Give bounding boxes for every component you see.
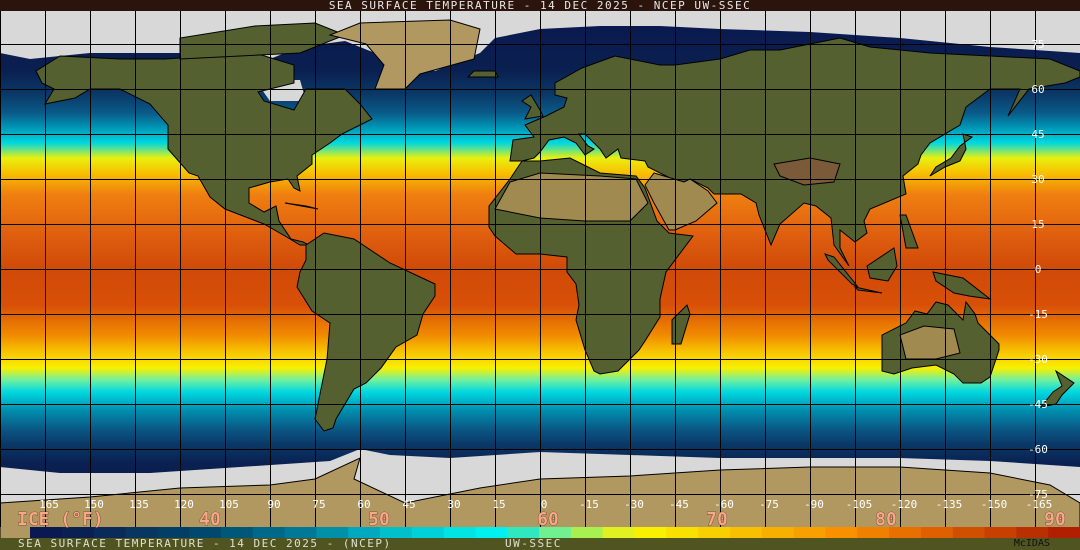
- longitude-label: 120: [174, 498, 194, 511]
- longitude-label: -75: [759, 498, 779, 511]
- legend-tick-label: 70: [706, 509, 728, 530]
- borneo: [866, 247, 898, 282]
- color-bar-segment: [634, 527, 667, 538]
- legend-tick-label: 90: [1044, 509, 1066, 530]
- latitude-label: -60: [1028, 443, 1048, 456]
- longitude-label: -135: [936, 498, 963, 511]
- latitude-label: 0: [1035, 263, 1042, 276]
- color-bar-segment: [570, 527, 604, 538]
- longitude-label: 15: [492, 498, 505, 511]
- latitude-label: -45: [1028, 398, 1048, 411]
- legend-ticks: 40 50 60 70 80 90: [199, 509, 1066, 531]
- japan: [929, 133, 974, 177]
- longitude-label: 150: [84, 498, 104, 511]
- color-bar-segment: [793, 527, 827, 538]
- longitude-label: -105: [846, 498, 873, 511]
- latitude-label: 15: [1031, 218, 1044, 231]
- color-bar-segment: [252, 527, 286, 538]
- color-bar-segment: [1016, 527, 1049, 538]
- iceland: [466, 70, 499, 78]
- legend-tick-label: 80: [875, 509, 897, 530]
- color-bar-segment: [857, 527, 890, 538]
- color-bar-segment: [475, 527, 508, 538]
- color-bar-segment: [30, 527, 63, 538]
- latitude-label: -75: [1028, 488, 1048, 501]
- legend-unit-label: ICE (°F): [17, 509, 104, 530]
- color-bar-segment: [125, 527, 158, 538]
- longitude-label: 105: [219, 498, 239, 511]
- color-bar-segment: [698, 527, 731, 538]
- footer-source: UW-SSEC: [505, 537, 562, 550]
- sahara-desert: [494, 172, 649, 222]
- color-bar-segment: [539, 527, 572, 538]
- latitude-labels: 75 60 45 30 15 0 -15 -30 -45 -60 -75: [1028, 38, 1048, 501]
- longitude-label: -150: [981, 498, 1008, 511]
- legend-tick-label: 50: [368, 509, 390, 530]
- longitude-label: -165: [1026, 498, 1053, 511]
- color-bar-segment: [220, 527, 254, 538]
- color-bar-segment: [920, 527, 954, 538]
- color-bar-segment: [889, 527, 922, 538]
- color-bar-segment: [284, 527, 317, 538]
- longitude-label: -45: [669, 498, 689, 511]
- lat-lon-grid: [0, 11, 1080, 527]
- color-bar-segment: [380, 527, 413, 538]
- latitude-label: 30: [1031, 173, 1044, 186]
- color-bar-segment: [1048, 527, 1080, 538]
- great-britain: [521, 94, 544, 120]
- philippines: [899, 214, 919, 249]
- legend-tick-label: 60: [537, 509, 559, 530]
- north-america: [35, 52, 373, 246]
- color-bar-segment: [602, 527, 636, 538]
- longitude-label: 60: [357, 498, 370, 511]
- latitude-label: 75: [1031, 38, 1044, 51]
- java: [853, 286, 883, 294]
- color-bar-segment: [93, 527, 127, 538]
- new-zealand: [1039, 369, 1075, 408]
- color-bar-segment: [666, 527, 699, 538]
- sst-map: 165 150 135 120 105 90 75 60 45 30 15 0 -15 -30 -45 -60…: [0, 11, 1080, 538]
- cuba: [284, 202, 319, 210]
- color-bar-segment: [61, 527, 95, 538]
- new-guinea: [932, 271, 992, 300]
- longitude-label: 75: [312, 498, 325, 511]
- footer-bar: SEA SURFACE TEMPERATURE - 14 DEC 2025 - …: [0, 538, 1080, 550]
- footer-software: McIDAS: [1013, 538, 1050, 549]
- color-bar-segment: [984, 527, 1017, 538]
- longitude-label: -120: [891, 498, 918, 511]
- color-bar-segment: [952, 527, 986, 538]
- color-bar-segment: [411, 527, 445, 538]
- longitude-label: -90: [804, 498, 824, 511]
- longitude-label: 30: [447, 498, 460, 511]
- color-bar-segment: [443, 527, 477, 538]
- longitude-label: 45: [402, 498, 415, 511]
- longitude-label: -15: [579, 498, 599, 511]
- latitude-label: 60: [1031, 83, 1044, 96]
- color-bar-segment: [189, 527, 222, 538]
- color-bar-segment: [157, 527, 190, 538]
- longitude-label: 90: [267, 498, 280, 511]
- color-bar-segment: [730, 527, 763, 538]
- header-title: SEA SURFACE TEMPERATURE - 14 DEC 2025 - …: [0, 0, 1080, 11]
- longitude-label: 0: [541, 498, 548, 511]
- color-bar-segment: [761, 527, 795, 538]
- longitude-label: 165: [39, 498, 59, 511]
- latitude-label: 45: [1031, 128, 1044, 141]
- eurasia: [509, 37, 1080, 267]
- latitude-label: -15: [1028, 308, 1048, 321]
- color-bar-segment: [316, 527, 349, 538]
- legend-tick-label: 40: [199, 509, 221, 530]
- color-bar-segment: [507, 527, 540, 538]
- footer-title: SEA SURFACE TEMPERATURE - 14 DEC 2025 - …: [18, 537, 392, 550]
- latitude-label: -30: [1028, 353, 1048, 366]
- longitude-label: -30: [624, 498, 644, 511]
- color-bar: [30, 527, 1080, 538]
- color-bar-segment: [348, 527, 381, 538]
- color-bar-segment: [825, 527, 858, 538]
- longitude-label: -60: [714, 498, 734, 511]
- longitude-label: 135: [129, 498, 149, 511]
- longitude-labels: 165 150 135 120 105 90 75 60 45 30 15 0 -15 -30 -45 -60…: [39, 498, 1052, 511]
